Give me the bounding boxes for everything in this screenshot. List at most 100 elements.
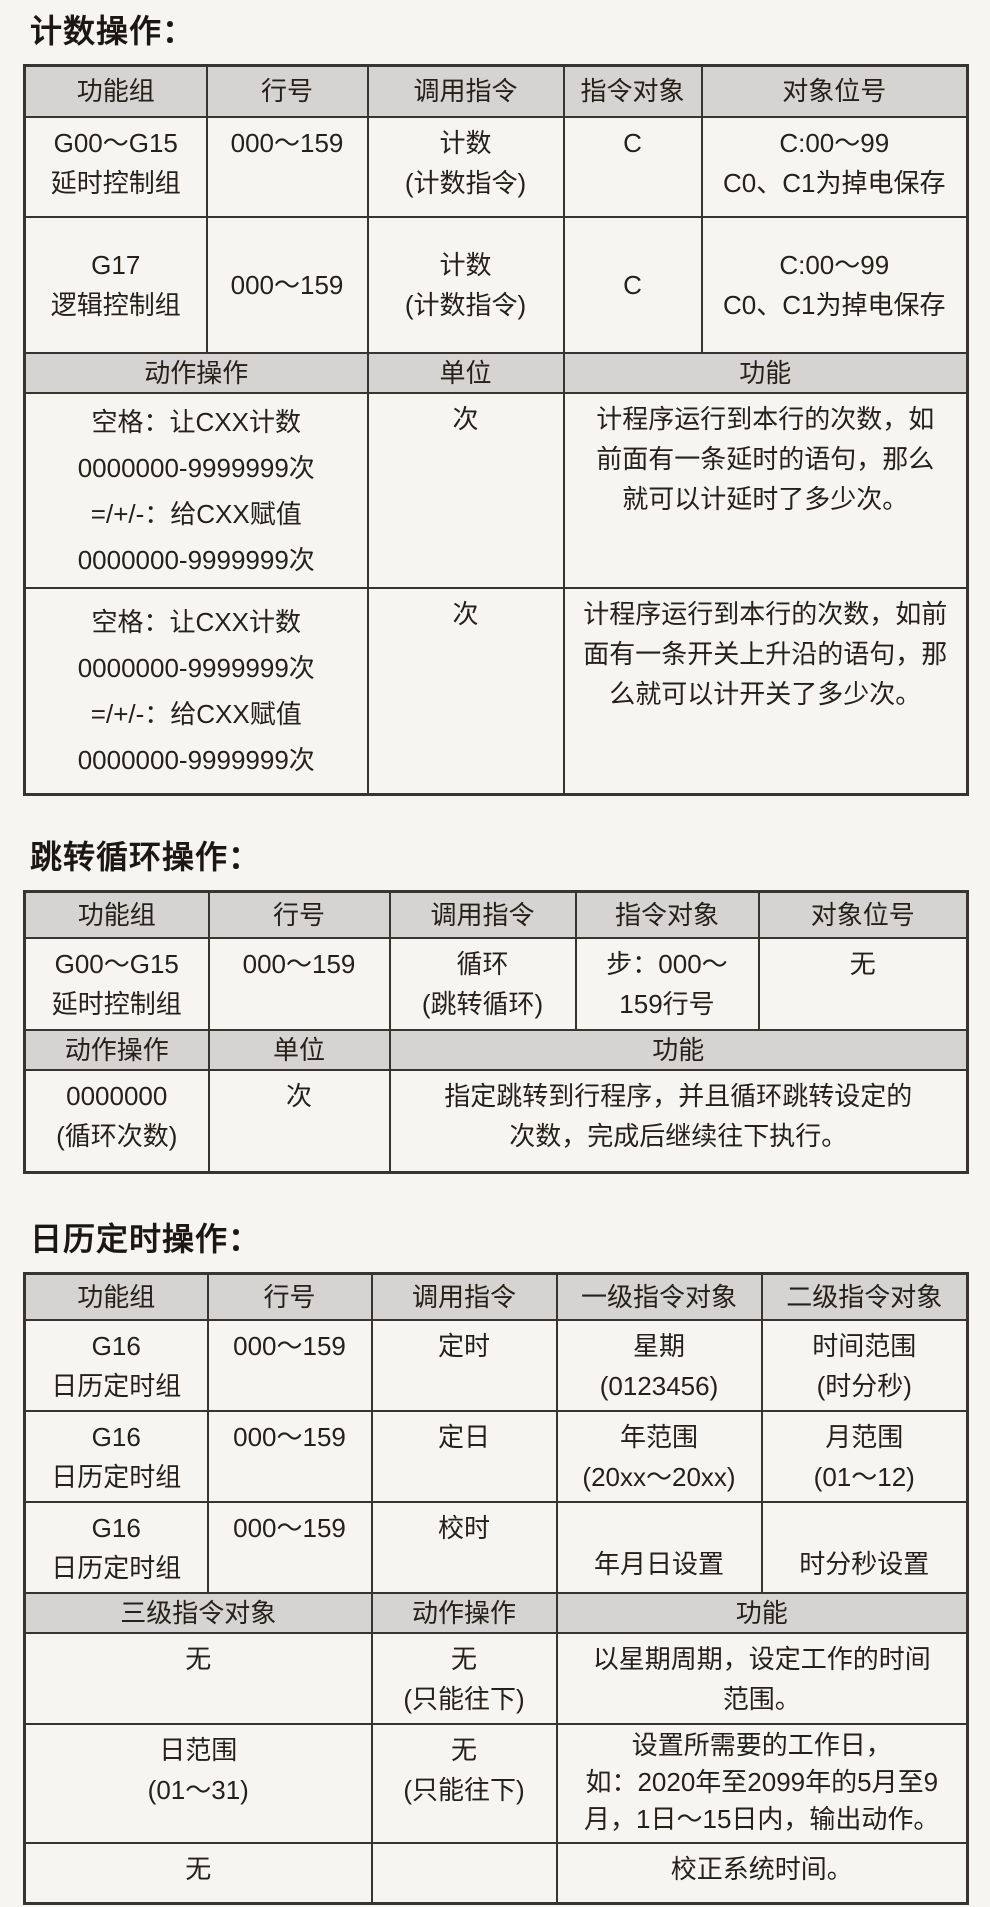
table-cell: 定时 [370,1318,558,1412]
table-cell: 0000000 (循环次数) [23,1068,210,1174]
table-cell: 年范围 (20xx～20xx) [555,1409,763,1503]
column-header: 对象位号 [757,890,969,939]
table-cell: 无 [757,936,969,1031]
table-cell: G16 日历定时组 [23,1500,209,1594]
table-cell: 时分秒设置 [760,1500,969,1594]
table-cell [370,1841,558,1905]
calendar-timing-row-7: 无 校正系统时间。 [23,1841,969,1905]
jump-loop-table-container: 功能组 行号 调用指令 指令对象 对象位号 G00～G15 延时控制组 000～159 循环 … [0,890,990,1174]
table-cell: 000～159 [206,1409,373,1503]
column-header: 行号 [206,1272,373,1321]
table-cell: C:00～99 C0、C1为掉电保存 [700,115,969,218]
column-header: 调用指令 [370,1272,558,1321]
column-header: 功能 [555,1591,969,1634]
calendar-timing-row-0: 功能组 行号 调用指令 一级指令对象 二级指令对象 [23,1272,969,1321]
column-header: 三级指令对象 [23,1591,373,1634]
table-cell: 时间范围 (时分秒) [760,1318,969,1412]
table-cell: 次 [207,1068,391,1174]
column-header: 指令对象 [562,64,703,118]
column-header: 行号 [205,64,369,118]
calendar-timing-row-6: 日范围 (01～31) 无 (只能往下) 设置所需要的工作日， 如：2020年至20… [23,1722,969,1844]
table-cell: 星期 (0123456) [555,1318,763,1412]
counting-row-1: G00～G15 延时控制组 000～159 计数 (计数指令) C C:00～99 C0… [23,115,969,218]
table-cell: 000～159 [207,936,391,1031]
column-header: 调用指令 [388,890,577,939]
jump-loop-row-3: 0000000 (循环次数) 次指定跳转到行程序，并且循环跳转设定的 次数，完成后… [23,1068,969,1174]
table-cell: 计数 (计数指令) [366,215,565,354]
table-cell: 计程序运行到本行的次数，如 前面有一条延时的语句，那么 就可以计延时了多少次。 [562,391,969,589]
jump-loop-table: 功能组 行号 调用指令 指令对象 对象位号 G00～G15 延时控制组 000～159 循环 … [23,890,969,1174]
section-title-counting: 计数操作： [30,13,196,49]
table-cell: 年月日设置 [555,1500,763,1594]
section-title-jump-loop: 跳转循环操作： [30,839,262,875]
counting-table: 功能组 行号 调用指令 指令对象 对象位号 G00～G15 延时控制组 000～159 计数 … [23,64,969,796]
column-header: 功能组 [23,1272,209,1321]
calendar-timing-row-3: G16 日历定时组 000～159 校时 年月日设置 时分秒设置 [23,1500,969,1594]
calendar-timing-table: 功能组 行号 调用指令 一级指令对象 二级指令对象 G16 日历定时组 000～159 定时星… [23,1272,969,1905]
counting-row-3: 动作操作 单位 功能 [23,351,969,394]
table-cell: G16 日历定时组 [23,1409,209,1503]
column-header: 功能组 [23,64,208,118]
table-cell: 空格：让CXX计数 0000000-9999999次 =/+/-：给CXX赋值 … [23,391,369,589]
table-cell: 000～159 [205,115,369,218]
table-cell: 以星期周期，设定工作的时间 范围。 [555,1631,969,1725]
table-cell: G00～G15 延时控制组 [23,936,210,1031]
table-cell: 指定跳转到行程序，并且循环跳转设定的 次数，完成后继续往下执行。 [388,1068,969,1174]
table-cell: 步：000～ 159行号 [574,936,760,1031]
table-cell: 000～159 [206,1318,373,1412]
table-cell: 无 (只能往下) [370,1631,558,1725]
column-header: 动作操作 [23,351,369,394]
column-header: 对象位号 [700,64,969,118]
jump-loop-row-1: G00～G15 延时控制组 000～159 循环 (跳转循环) 步：000～ 159行… [23,936,969,1031]
table-cell: 校正系统时间。 [555,1841,969,1905]
counting-row-4: 空格：让CXX计数 0000000-9999999次 =/+/-：给CXX赋值 … [23,391,969,589]
table-cell: C [562,115,703,218]
column-header: 动作操作 [370,1591,558,1634]
column-header: 功能 [388,1028,969,1071]
table-cell: 定日 [370,1409,558,1503]
column-header: 指令对象 [574,890,760,939]
column-header: 功能 [562,351,969,394]
table-cell: 循环 (跳转循环) [388,936,577,1031]
counting-row-0: 功能组 行号 调用指令 指令对象 对象位号 [23,64,969,118]
table-cell: 空格：让CXX计数 0000000-9999999次 =/+/-：给CXX赋值 … [23,586,369,796]
column-header: 调用指令 [366,64,565,118]
table-cell: 计程序运行到本行的次数，如前 面有一条开关上升沿的语句，那 么就可以计开关了多少… [562,586,969,796]
table-cell: 日范围 (01～31) [23,1722,373,1844]
table-cell: 校时 [370,1500,558,1594]
table-cell: 次 [366,586,565,796]
table-cell: G16 日历定时组 [23,1318,209,1412]
column-header: 动作操作 [23,1028,210,1071]
column-header: 行号 [207,890,391,939]
counting-table-container: 功能组 行号 调用指令 指令对象 对象位号 G00～G15 延时控制组 000～159 计数 … [0,64,990,796]
table-cell: G17 逻辑控制组 [23,215,208,354]
calendar-timing-row-5: 无无 (只能往下) 以星期周期，设定工作的时间 范围。 [23,1631,969,1725]
column-header: 单位 [207,1028,391,1071]
jump-loop-row-2: 动作操作 单位 功能 [23,1028,969,1071]
column-header: 一级指令对象 [555,1272,763,1321]
table-cell: 次 [366,391,565,589]
table-cell: 计数 (计数指令) [366,115,565,218]
jump-loop-row-0: 功能组 行号 调用指令 指令对象 对象位号 [23,890,969,939]
calendar-timing-table-container: 功能组 行号 调用指令 一级指令对象 二级指令对象 G16 日历定时组 000～159 定时星… [0,1272,990,1905]
calendar-timing-row-4: 三级指令对象 动作操作 功能 [23,1591,969,1634]
table-cell: G00～G15 延时控制组 [23,115,208,218]
table-cell: 无 (只能往下) [370,1722,558,1844]
table-cell: 000～159 [205,215,369,354]
counting-row-2: G17 逻辑控制组 000～159 计数 (计数指令) C C:00～99 C0、C1为… [23,215,969,354]
table-cell: 000～159 [206,1500,373,1594]
counting-row-5: 空格：让CXX计数 0000000-9999999次 =/+/-：给CXX赋值 … [23,586,969,796]
table-cell: C:00～99 C0、C1为掉电保存 [700,215,969,354]
section-title-calendar-timing: 日历定时操作： [30,1221,262,1257]
table-cell: C [562,215,703,354]
table-cell: 月范围 (01～12) [760,1409,969,1503]
calendar-timing-row-1: G16 日历定时组 000～159 定时 星期 (0123456) 时间范围 (时分秒) [23,1318,969,1412]
column-header: 功能组 [23,890,210,939]
table-cell: 无 [23,1841,373,1905]
column-header: 二级指令对象 [760,1272,969,1321]
calendar-timing-row-2: G16 日历定时组 000～159 定日 年范围 (20xx～20xx) 月范围 (01… [23,1409,969,1503]
table-cell: 无 [23,1631,373,1725]
table-cell: 设置所需要的工作日， 如：2020年至2099年的5月至9 月，1日～15日内，… [555,1722,969,1844]
column-header: 单位 [366,351,565,394]
